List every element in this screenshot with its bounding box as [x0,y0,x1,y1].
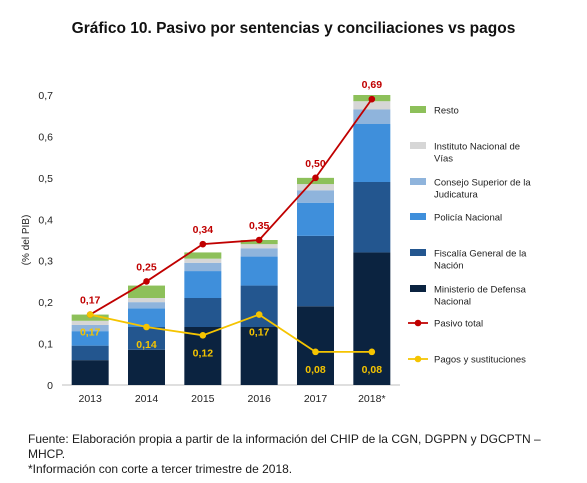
chart: (% del PIB) 0 0,1 0,2 0,3 0,4 0,5 0,6 0,7 2013 201… [21,79,531,405]
y-tick-label: 0,5 [38,173,53,185]
legend-marker [414,355,422,363]
x-tick-label: 2017 [304,393,328,405]
bar-segment [71,320,109,325]
bar-segment [184,271,222,298]
line-point [199,331,207,339]
data-label: 0,14 [136,339,157,351]
data-label: 0,69 [362,79,383,91]
bar-segment [240,248,278,257]
data-label: 0,08 [362,364,383,376]
bar-segment [128,298,165,303]
line-point [255,311,263,318]
series-line [89,313,372,353]
y-tick-label: 0,7 [38,90,53,102]
legend-label: Resto [434,106,459,117]
bar-segment [353,252,391,385]
chart-title: Gráfico 10. Pasivo por sentencias y conc… [71,20,516,37]
data-label: 0,17 [249,327,270,339]
y-tick-label: 0,1 [38,339,53,351]
y-axis-label: (% del PIB) [21,215,32,266]
legend-swatch [410,178,426,185]
bar-segment [240,256,278,286]
bar-segment [184,298,222,327]
line-point [312,174,319,182]
data-label: 0,34 [193,224,214,236]
x-tick-label: 2018* [358,393,385,405]
footnote: Fuente: Elaboración propia a partir de l… [28,432,573,477]
bar-segment [353,101,391,110]
legend-swatch [410,213,426,220]
line-point [368,95,376,103]
cutoff-note: *Información con corte a tercer trimestr… [28,462,293,476]
legend-swatch [410,285,426,292]
legend-swatch [410,249,426,256]
data-label: 0,35 [249,220,270,232]
bar-segment [297,306,334,385]
data-label: 0,17 [80,295,101,307]
bar-segment [297,190,334,203]
bar-segment [128,308,165,327]
line-point [368,348,376,356]
line-point [86,311,94,318]
y-tick-label: 0,4 [38,214,53,226]
line-point [143,323,150,331]
bar-segment [184,258,222,263]
bar-segment [297,184,334,191]
bar-segment [240,285,278,327]
series-line [89,98,373,316]
bar-segment [240,244,278,249]
legend-label: Fiscalía General de la Nación [434,249,527,272]
bar-segment [71,324,109,332]
legend-label: Ministerio de Defensa Nacional [434,285,527,308]
line-point [255,236,263,244]
legend-marker [414,319,422,327]
bar-segment [353,182,391,253]
bar-segment [297,202,334,236]
x-tick-label: 2016 [247,393,271,405]
bar-segment [128,349,165,385]
x-tick-label: 2014 [135,393,159,405]
bar-segment [128,327,165,350]
y-tick-label: 0,3 [38,256,53,268]
bar-segment [240,327,278,385]
legend-swatch [410,142,426,149]
legend-label: Consejo Superior de la Judicatura [434,178,531,201]
legend-label: Instituto Nacional de Vías [434,142,520,165]
y-tick-label: 0 [47,380,53,392]
data-label: 0,08 [305,364,326,376]
bar-segment [297,235,334,307]
legend-swatch [410,106,426,113]
bar-segment [128,302,165,309]
line-point [199,240,207,248]
bar-segment [184,252,222,259]
line-point [143,278,150,285]
line-point [312,348,319,356]
y-tick-label: 0,6 [38,131,53,143]
bar-segment [128,285,165,298]
data-label: 0,50 [305,158,326,170]
x-tick-label: 2013 [78,393,102,405]
bar-segment [184,262,222,272]
data-label: 0,17 [80,327,101,339]
legend-label: Pagos y sustituciones [434,355,526,366]
legend-label: Policía Nacional [434,213,502,224]
bar-segment [71,360,109,385]
source-note: Fuente: Elaboración propia a partir de l… [28,432,541,461]
bar-segment [71,345,109,361]
y-tick-label: 0,2 [38,297,53,309]
bar-segment [353,124,391,182]
x-tick-label: 2015 [191,393,215,405]
bar-segment [71,331,109,346]
data-label: 0,12 [193,347,214,359]
data-label: 0,25 [136,261,157,273]
legend-label: Pasivo total [434,319,483,330]
